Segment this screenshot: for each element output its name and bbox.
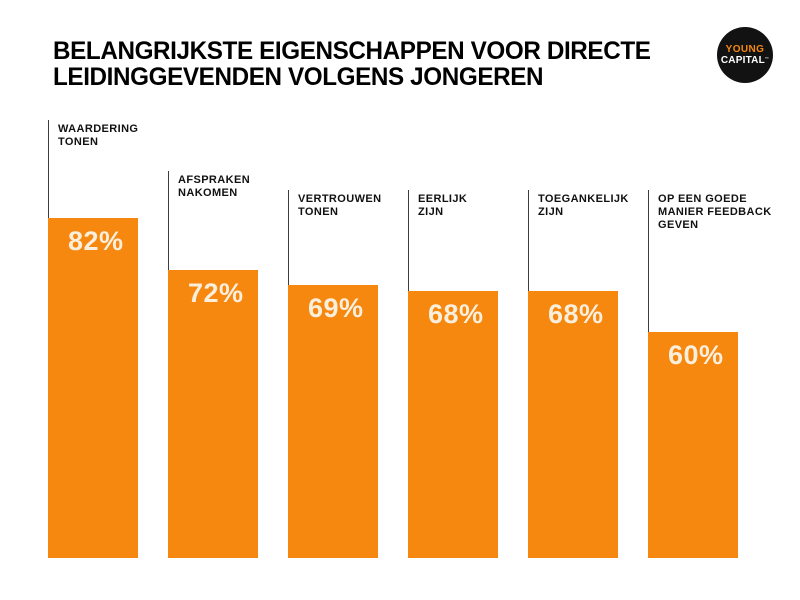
bar-value-label: 68% bbox=[548, 299, 604, 329]
label-connector-line bbox=[48, 120, 49, 218]
label-connector-line bbox=[648, 190, 649, 332]
bar-value-label: 72% bbox=[188, 278, 244, 308]
bar-category-label: AFSPRAKEN NAKOMEN bbox=[178, 174, 251, 199]
bar-value-label: 82% bbox=[68, 226, 124, 256]
bar-category-label: OP EEN GOEDE MANIER FEEDBACK GEVEN bbox=[658, 193, 772, 231]
bar-waardering-tonen: 82% bbox=[48, 218, 138, 558]
label-connector-line bbox=[528, 190, 529, 291]
bar-toegankelijk-zijn: 68% bbox=[528, 291, 618, 558]
bar-afspraken-nakomen: 72% bbox=[168, 270, 258, 558]
bar-category-label: EERLIJK ZIJN bbox=[418, 193, 468, 218]
trademark-symbol: ™ bbox=[764, 56, 770, 61]
bar-op-een-goede-manier-feedback-geven: 60% bbox=[648, 332, 738, 558]
page-title-line2: LEIDINGGEVENDEN VOLGENS JONGEREN bbox=[53, 63, 544, 91]
logo-text-capital: CAPITAL™ bbox=[720, 55, 770, 66]
page-title: BELANGRIJKSTE EIGENSCHAPPEN VOOR DIRECTE… bbox=[53, 38, 651, 90]
bar-category-label: TOEGANKELIJK ZIJN bbox=[538, 193, 629, 218]
bar-eerlijk-zijn: 68% bbox=[408, 291, 498, 558]
bar-category-label: VERTROUWEN TONEN bbox=[298, 193, 382, 218]
label-connector-line bbox=[288, 190, 289, 285]
bar-value-label: 60% bbox=[668, 340, 724, 370]
label-connector-line bbox=[168, 171, 169, 270]
label-connector-line bbox=[408, 190, 409, 291]
bar-value-label: 69% bbox=[308, 293, 364, 323]
page-title-line1: BELANGRIJKSTE EIGENSCHAPPEN VOOR DIRECTE bbox=[53, 37, 651, 65]
bar-vertrouwen-tonen: 69% bbox=[288, 285, 378, 558]
bar-category-label: WAARDERING TONEN bbox=[58, 123, 139, 148]
youngcapital-logo: YOUNG CAPITAL™ bbox=[717, 27, 773, 83]
logo-text-young: YOUNG bbox=[725, 44, 765, 55]
bar-value-label: 68% bbox=[428, 299, 484, 329]
